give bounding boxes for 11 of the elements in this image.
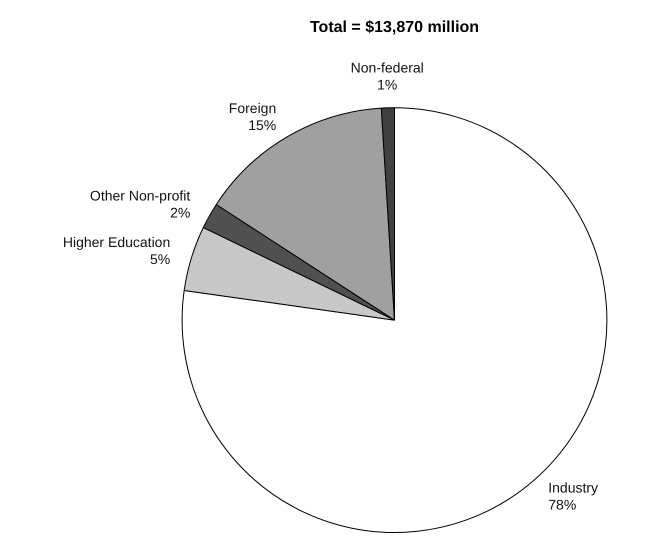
- data-label: 15%: [248, 117, 276, 134]
- slice-label: Industry: [548, 479, 598, 496]
- data-label: 5%: [150, 251, 170, 268]
- data-label: 2%: [170, 204, 190, 220]
- slice-label: Foreign: [228, 100, 276, 116]
- slice-label: Other Non-profit: [90, 187, 190, 204]
- data-label: 1%: [377, 76, 398, 93]
- slice-label: Non-federal: [350, 60, 424, 76]
- chart-title: Total = $13,870 million: [310, 19, 480, 36]
- data-label: 78%: [548, 496, 576, 512]
- slice-label: Higher Education: [62, 234, 170, 250]
